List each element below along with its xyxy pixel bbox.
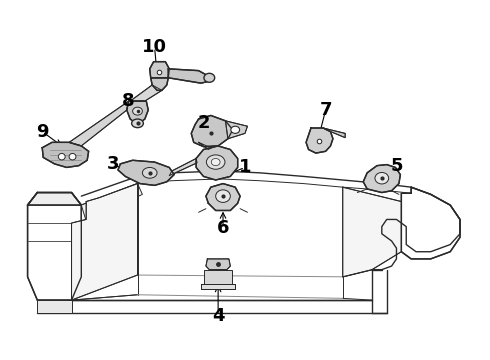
- Polygon shape: [27, 193, 81, 300]
- Ellipse shape: [143, 167, 157, 178]
- Polygon shape: [72, 184, 138, 300]
- Text: 4: 4: [212, 307, 224, 325]
- Polygon shape: [130, 85, 162, 101]
- Ellipse shape: [216, 190, 230, 202]
- Polygon shape: [150, 62, 169, 78]
- Text: 10: 10: [142, 38, 167, 56]
- Polygon shape: [401, 187, 460, 259]
- Polygon shape: [225, 121, 247, 139]
- Ellipse shape: [375, 172, 389, 184]
- Text: 9: 9: [36, 123, 49, 141]
- Polygon shape: [42, 142, 89, 167]
- Ellipse shape: [231, 126, 240, 134]
- Polygon shape: [306, 128, 333, 153]
- Text: 7: 7: [319, 101, 332, 119]
- Ellipse shape: [132, 119, 144, 128]
- Polygon shape: [27, 193, 81, 205]
- Text: 6: 6: [217, 219, 229, 237]
- Polygon shape: [363, 165, 400, 193]
- Text: 5: 5: [390, 157, 403, 175]
- Polygon shape: [323, 128, 345, 138]
- Polygon shape: [118, 160, 174, 185]
- Polygon shape: [81, 184, 143, 221]
- Text: 1: 1: [239, 158, 251, 176]
- Polygon shape: [206, 259, 230, 270]
- Ellipse shape: [211, 158, 220, 166]
- Polygon shape: [196, 146, 238, 180]
- Polygon shape: [37, 300, 72, 313]
- Polygon shape: [127, 101, 148, 125]
- Polygon shape: [198, 142, 216, 149]
- Ellipse shape: [206, 155, 225, 169]
- Polygon shape: [168, 69, 208, 83]
- Text: 3: 3: [107, 155, 120, 173]
- Polygon shape: [151, 78, 168, 90]
- Text: 2: 2: [197, 114, 210, 132]
- Polygon shape: [169, 158, 197, 176]
- Polygon shape: [343, 187, 401, 277]
- Polygon shape: [201, 284, 235, 289]
- Ellipse shape: [58, 153, 65, 160]
- Ellipse shape: [69, 153, 76, 160]
- Polygon shape: [204, 270, 232, 284]
- Ellipse shape: [204, 73, 215, 82]
- Text: 8: 8: [122, 92, 134, 110]
- Polygon shape: [206, 184, 240, 211]
- Ellipse shape: [133, 107, 143, 115]
- Polygon shape: [191, 116, 233, 147]
- Polygon shape: [69, 101, 129, 146]
